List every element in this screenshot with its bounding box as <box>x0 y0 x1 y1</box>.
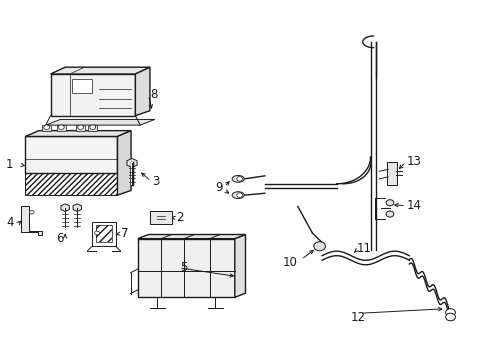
Text: 8: 8 <box>150 88 157 101</box>
Polygon shape <box>73 204 81 211</box>
Text: 2: 2 <box>176 211 184 224</box>
Text: 6: 6 <box>56 232 64 245</box>
Circle shape <box>445 313 454 321</box>
Text: 10: 10 <box>282 256 297 269</box>
Text: 9: 9 <box>215 181 222 194</box>
Bar <box>25 136 117 173</box>
Bar <box>138 239 234 297</box>
Bar <box>57 125 65 131</box>
Polygon shape <box>234 234 245 297</box>
Circle shape <box>386 200 393 206</box>
Text: 14: 14 <box>406 199 421 212</box>
Circle shape <box>95 231 100 235</box>
Text: 7: 7 <box>121 227 129 240</box>
Polygon shape <box>117 131 131 195</box>
Circle shape <box>236 193 242 197</box>
Text: 5: 5 <box>180 261 187 274</box>
FancyBboxPatch shape <box>150 211 172 224</box>
Polygon shape <box>25 131 131 136</box>
FancyBboxPatch shape <box>50 74 135 116</box>
Circle shape <box>44 125 49 130</box>
Bar <box>96 225 111 243</box>
Bar <box>76 125 85 131</box>
Circle shape <box>236 177 242 181</box>
Polygon shape <box>127 158 137 167</box>
Bar <box>25 173 117 195</box>
Text: 3: 3 <box>152 175 160 188</box>
Polygon shape <box>45 120 155 125</box>
Polygon shape <box>61 204 69 211</box>
FancyBboxPatch shape <box>72 80 92 93</box>
Bar <box>88 125 97 131</box>
Circle shape <box>313 242 325 251</box>
Polygon shape <box>138 234 245 239</box>
Bar <box>92 222 115 246</box>
Polygon shape <box>50 67 150 74</box>
Text: 11: 11 <box>356 242 371 255</box>
Circle shape <box>29 210 34 214</box>
Bar <box>42 125 51 131</box>
Polygon shape <box>21 207 42 235</box>
Circle shape <box>386 211 393 217</box>
Circle shape <box>78 125 83 130</box>
FancyBboxPatch shape <box>386 162 396 185</box>
Text: 1: 1 <box>6 158 14 171</box>
Text: 12: 12 <box>350 311 366 324</box>
Text: 13: 13 <box>406 155 421 168</box>
Ellipse shape <box>232 175 244 182</box>
Circle shape <box>90 125 96 130</box>
Bar <box>96 225 111 243</box>
Ellipse shape <box>232 192 244 199</box>
Text: 4: 4 <box>6 216 14 229</box>
Bar <box>25 173 117 195</box>
Polygon shape <box>135 67 150 116</box>
Circle shape <box>58 125 64 130</box>
Circle shape <box>445 309 454 316</box>
